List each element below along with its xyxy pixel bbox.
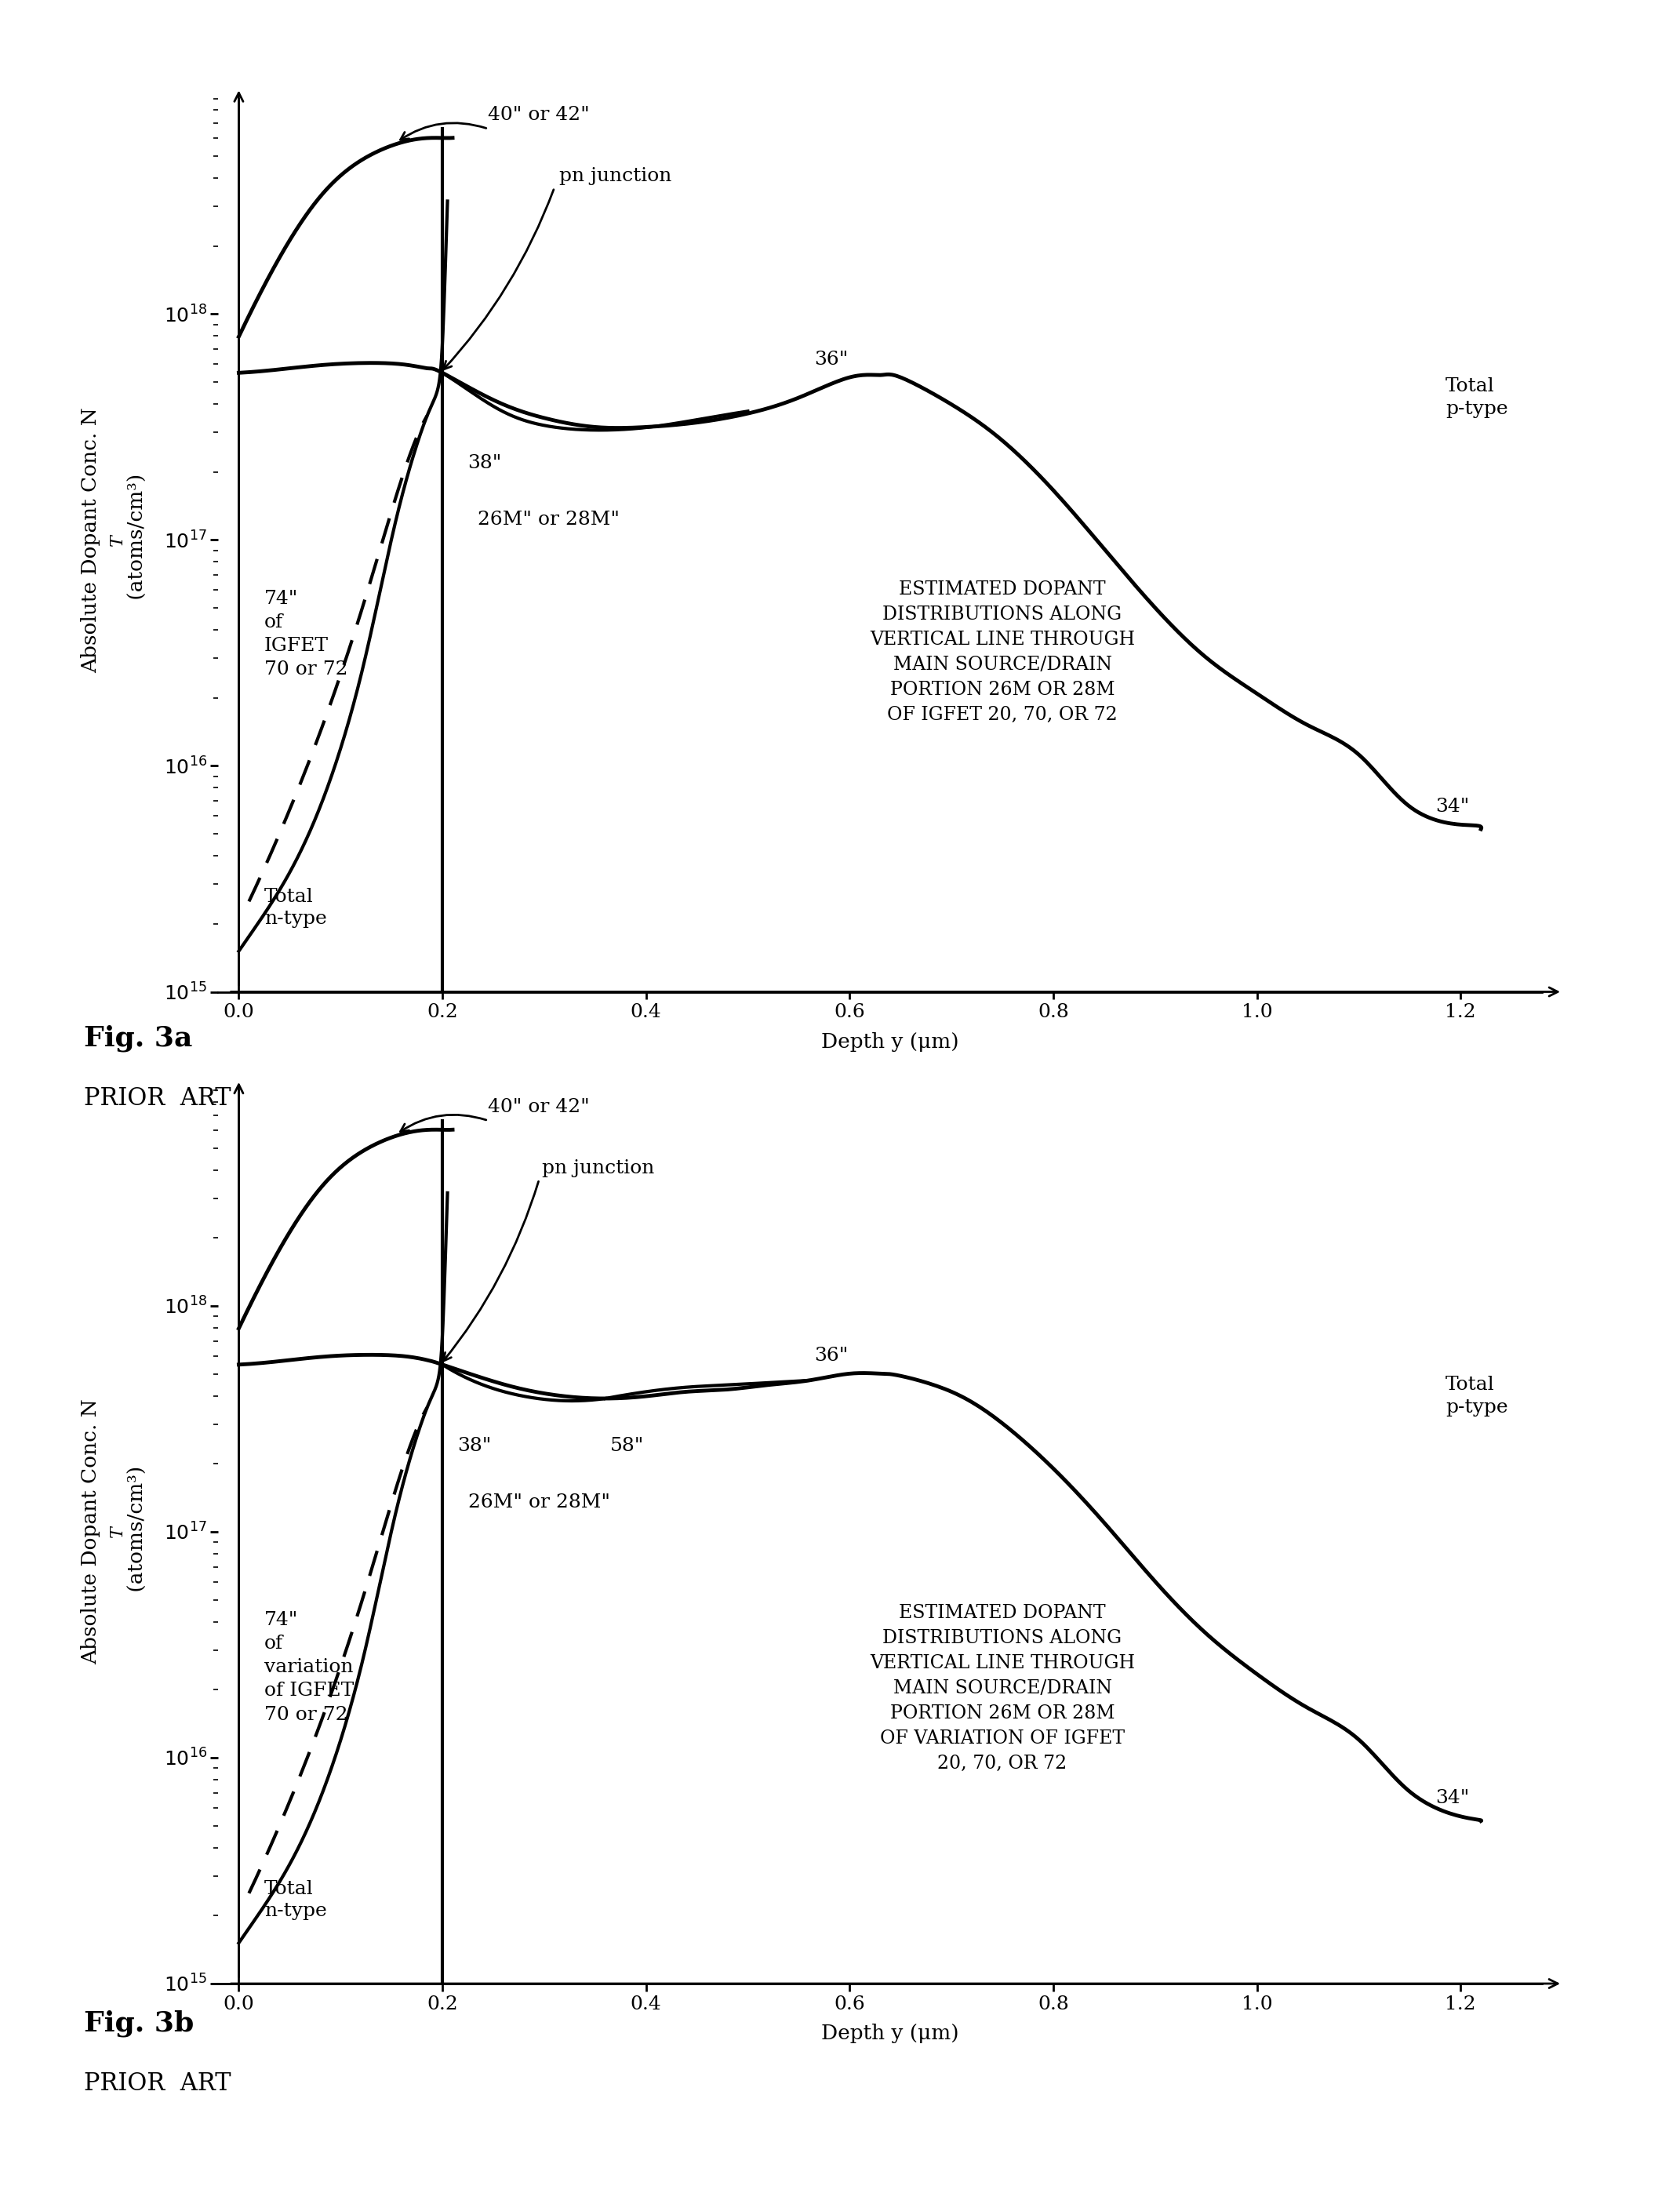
Text: pn junction: pn junction (559, 168, 672, 185)
X-axis label: Depth y (μm): Depth y (μm) (822, 2023, 959, 2043)
Text: 34": 34" (1435, 798, 1468, 815)
Text: Total
p-type: Total p-type (1445, 377, 1507, 419)
Text: (atoms/cm³): (atoms/cm³) (128, 474, 148, 606)
Text: 38": 38" (457, 1437, 492, 1455)
Text: PRIOR  ART: PRIOR ART (84, 2072, 232, 2096)
Text: 26M" or 28M": 26M" or 28M" (479, 511, 620, 529)
X-axis label: Depth y (μm): Depth y (μm) (822, 1031, 959, 1051)
Text: Total
p-type: Total p-type (1445, 1375, 1507, 1417)
Text: ESTIMATED DOPANT
DISTRIBUTIONS ALONG
VERTICAL LINE THROUGH
MAIN SOURCE/DRAIN
POR: ESTIMATED DOPANT DISTRIBUTIONS ALONG VER… (870, 580, 1136, 725)
Text: PRIOR  ART: PRIOR ART (84, 1087, 232, 1111)
Text: Fig. 3a: Fig. 3a (84, 1025, 193, 1051)
Text: Fig. 3b: Fig. 3b (84, 2010, 193, 2036)
Text: Absolute Dopant Conc. N: Absolute Dopant Conc. N (81, 1400, 101, 1664)
Text: Absolute Dopant Conc. N: Absolute Dopant Conc. N (81, 408, 101, 672)
Text: 74"
of
IGFET
70 or 72: 74" of IGFET 70 or 72 (264, 591, 348, 679)
Text: 74"
of
variation
of IGFET
70 or 72: 74" of variation of IGFET 70 or 72 (264, 1611, 354, 1724)
Text: 40" or 42": 40" or 42" (489, 1098, 590, 1115)
Text: 40" or 42": 40" or 42" (489, 106, 590, 123)
Text: 36": 36" (815, 1347, 848, 1364)
Text: 38": 38" (467, 454, 502, 472)
Text: 26M" or 28M": 26M" or 28M" (467, 1494, 610, 1512)
Text: pn junction: pn junction (543, 1159, 655, 1177)
Text: T: T (109, 1525, 126, 1538)
Text: Total
n-type: Total n-type (264, 888, 328, 928)
Text: 36": 36" (815, 350, 848, 368)
Text: Total
n-type: Total n-type (264, 1880, 328, 1920)
Text: ESTIMATED DOPANT
DISTRIBUTIONS ALONG
VERTICAL LINE THROUGH
MAIN SOURCE/DRAIN
POR: ESTIMATED DOPANT DISTRIBUTIONS ALONG VER… (870, 1605, 1136, 1772)
Text: 58": 58" (610, 1437, 645, 1455)
Text: (atoms/cm³): (atoms/cm³) (128, 1466, 148, 1598)
Text: 34": 34" (1435, 1790, 1468, 1807)
Text: T: T (109, 533, 126, 547)
